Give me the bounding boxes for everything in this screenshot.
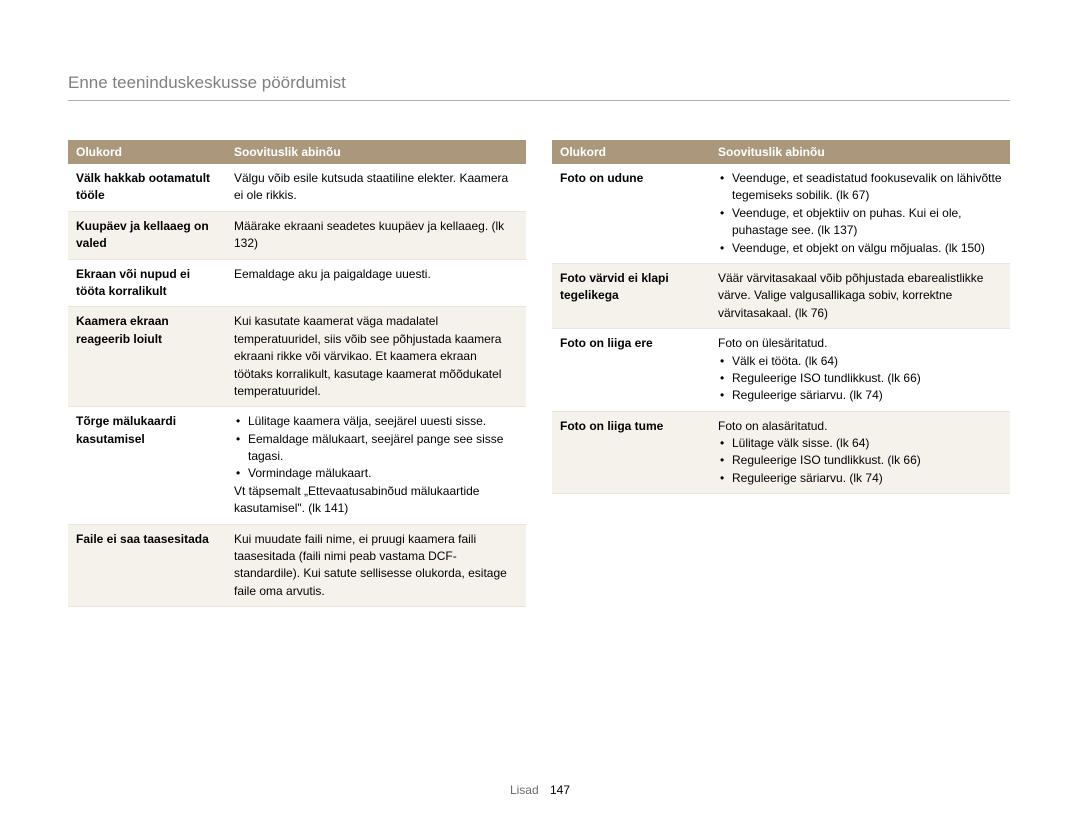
remedy-text: Foto on ülesäritatud. <box>718 335 1002 352</box>
situation-cell: Foto värvid ei klapi tegelikega <box>552 263 710 328</box>
remedy-cell: Foto on ülesäritatud.Välk ei tööta. (lk … <box>710 329 1010 412</box>
remedy-cell: Kui kasutate kaamerat väga madalatel tem… <box>226 307 526 407</box>
table-row: Faile ei saa taasesitadaKui muudate fail… <box>68 524 526 607</box>
content-columns: Olukord Soovituslik abinõu Välk hakkab o… <box>68 140 1010 607</box>
situation-cell: Kaamera ekraan reageerib loiult <box>68 307 226 407</box>
remedy-cell: Lülitage kaamera välja, seejärel uuesti … <box>226 407 526 524</box>
troubleshoot-table-right: Olukord Soovituslik abinõu Foto on udune… <box>552 140 1010 494</box>
footer-page-number: 147 <box>550 783 570 797</box>
remedy-text: Eemaldage aku ja paigaldage uuesti. <box>234 266 518 283</box>
remedy-list-item: Eemaldage mälukaart, seejärel pange see … <box>234 431 518 466</box>
situation-cell: Faile ei saa taasesitada <box>68 524 226 607</box>
situation-cell: Tõrge mälukaardi kasutamisel <box>68 407 226 524</box>
remedy-text: Väär värvitasakaal võib põhjustada ebare… <box>718 270 1002 322</box>
remedy-text: Välgu võib esile kutsuda staatiline elek… <box>234 170 518 205</box>
remedy-list-item: Veenduge, et objektiiv on puhas. Kui ei … <box>718 205 1002 240</box>
remedy-text: Kui kasutate kaamerat väga madalatel tem… <box>234 313 518 400</box>
remedy-list-item: Veenduge, et objekt on välgu mõjualas. (… <box>718 240 1002 257</box>
table-row: Ekraan või nupud ei tööta korralikult Eem… <box>68 259 526 307</box>
remedy-text: Foto on alasäritatud. <box>718 418 1002 435</box>
remedy-list-item: Reguleerige ISO tundlikkust. (lk 66) <box>718 452 1002 469</box>
left-column: Olukord Soovituslik abinõu Välk hakkab o… <box>68 140 526 607</box>
remedy-text: Määrake ekraani seadetes kuupäev ja kell… <box>234 218 518 253</box>
remedy-cell: Väär värvitasakaal võib põhjustada ebare… <box>710 263 1010 328</box>
th-situation: Olukord <box>552 140 710 164</box>
footer-label: Lisad <box>510 783 539 797</box>
table-row: Tõrge mälukaardi kasutamisel Lülitage kaa… <box>68 407 526 524</box>
situation-cell: Foto on liiga ere <box>552 329 710 412</box>
tbody-left: Välk hakkab ootamatult tööleVälgu võib e… <box>68 164 526 607</box>
remedy-list-item: Veenduge, et seadistatud fookusevalik on… <box>718 170 1002 205</box>
situation-cell: Välk hakkab ootamatult tööle <box>68 164 226 211</box>
table-row: Välk hakkab ootamatult tööleVälgu võib e… <box>68 164 526 211</box>
remedy-cell: Välgu võib esile kutsuda staatiline elek… <box>226 164 526 211</box>
situation-cell: Kuupäev ja kellaaeg on valed <box>68 211 226 259</box>
page-footer: Lisad 147 <box>0 783 1080 797</box>
th-situation: Olukord <box>68 140 226 164</box>
situation-cell: Foto on liiga tume <box>552 411 710 494</box>
remedy-cell: Eemaldage aku ja paigaldage uuesti. <box>226 259 526 307</box>
troubleshoot-table-left: Olukord Soovituslik abinõu Välk hakkab o… <box>68 140 526 607</box>
remedy-list-item: Välk ei tööta. (lk 64) <box>718 353 1002 370</box>
remedy-text: Vt täpsemalt „Ettevaatusabinõud mälukaar… <box>234 483 518 518</box>
remedy-list: Veenduge, et seadistatud fookusevalik on… <box>718 170 1002 257</box>
remedy-text: Kui muudate faili nime, ei pruugi kaamer… <box>234 531 518 601</box>
remedy-list-item: Reguleerige ISO tundlikkust. (lk 66) <box>718 370 1002 387</box>
table-row: Foto on liiga ereFoto on ülesäritatud.Vä… <box>552 329 1010 412</box>
table-row: Kaamera ekraan reageerib loiultKui kasut… <box>68 307 526 407</box>
title-rule <box>68 100 1010 101</box>
remedy-cell: Foto on alasäritatud.Lülitage välk sisse… <box>710 411 1010 494</box>
table-row: Kuupäev ja kellaaeg on valedMäärake ekra… <box>68 211 526 259</box>
table-row: Foto on uduneVeenduge, et seadistatud fo… <box>552 164 1010 263</box>
situation-cell: Ekraan või nupud ei tööta korralikult <box>68 259 226 307</box>
page-title: Enne teeninduskeskusse pöördumist <box>68 73 346 93</box>
remedy-cell: Veenduge, et seadistatud fookusevalik on… <box>710 164 1010 263</box>
table-row: Foto värvid ei klapi tegelikegaVäär värv… <box>552 263 1010 328</box>
remedy-list: Välk ei tööta. (lk 64)Reguleerige ISO tu… <box>718 353 1002 405</box>
remedy-cell: Määrake ekraani seadetes kuupäev ja kell… <box>226 211 526 259</box>
right-column: Olukord Soovituslik abinõu Foto on udune… <box>552 140 1010 607</box>
remedy-cell: Kui muudate faili nime, ei pruugi kaamer… <box>226 524 526 607</box>
remedy-list: Lülitage kaamera välja, seejärel uuesti … <box>234 413 518 483</box>
remedy-list: Lülitage välk sisse. (lk 64)Reguleerige … <box>718 435 1002 487</box>
tbody-right: Foto on uduneVeenduge, et seadistatud fo… <box>552 164 1010 494</box>
remedy-list-item: Vormindage mälukaart. <box>234 465 518 482</box>
remedy-list-item: Lülitage kaamera välja, seejärel uuesti … <box>234 413 518 430</box>
remedy-list-item: Reguleerige säriarvu. (lk 74) <box>718 470 1002 487</box>
remedy-list-item: Lülitage välk sisse. (lk 64) <box>718 435 1002 452</box>
situation-cell: Foto on udune <box>552 164 710 263</box>
th-remedy: Soovituslik abinõu <box>226 140 526 164</box>
table-row: Foto on liiga tumeFoto on alasäritatud.L… <box>552 411 1010 494</box>
th-remedy: Soovituslik abinõu <box>710 140 1010 164</box>
remedy-list-item: Reguleerige säriarvu. (lk 74) <box>718 387 1002 404</box>
